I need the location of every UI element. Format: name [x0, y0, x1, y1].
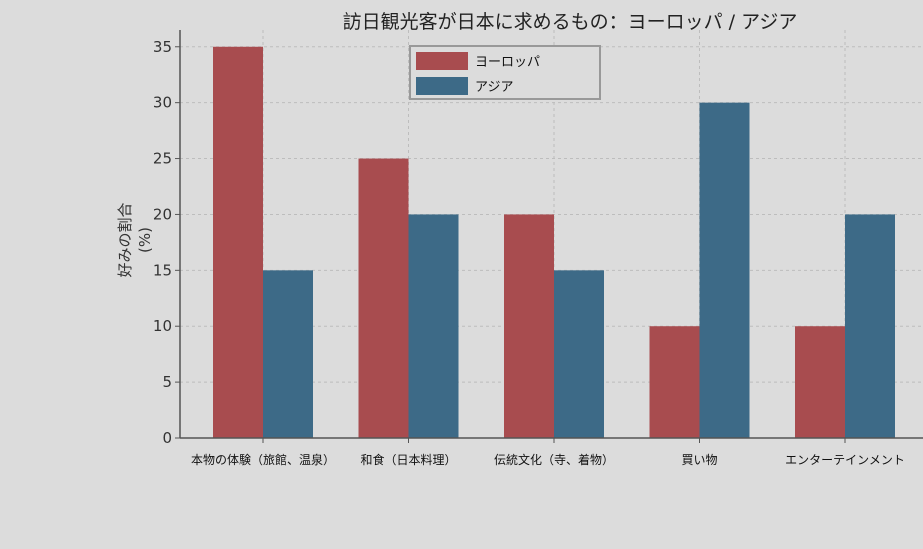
- y-tick-labels: 0 5 10 15 20 25 30 35: [153, 38, 172, 447]
- y-tick-label: 5: [162, 373, 172, 391]
- axes: [175, 30, 923, 443]
- y-axis-label: 好みの割合 (%): [116, 202, 154, 277]
- x-tick-labels: 本物の体験（旅館、温泉） 和食（日本料理） 伝統文化（寺、着物） 買い物 エンターテイン…: [191, 452, 905, 467]
- x-tick-label: 買い物: [681, 453, 717, 467]
- y-tick-label: 35: [153, 38, 172, 56]
- bar-europe-0: [213, 46, 263, 439]
- x-tick-label: 伝統文化（寺、着物）: [494, 452, 614, 467]
- legend-label-asia: アジア: [475, 80, 513, 95]
- x-tick-label: 本物の体験（旅館、温泉）: [191, 452, 335, 467]
- legend-swatch-europe: [416, 52, 468, 70]
- chart-title: 訪日観光客が日本に求めるもの：ヨーロッパ / アジア: [343, 11, 798, 33]
- bar-europe-1: [358, 158, 409, 438]
- bar-asia-1: [408, 214, 459, 438]
- bars: [213, 46, 895, 439]
- bar-europe-3: [649, 326, 700, 438]
- legend-label-europe: ヨーロッパ: [475, 55, 540, 70]
- legend: ヨーロッパ アジア: [409, 45, 601, 100]
- bar-asia-2: [554, 270, 604, 438]
- y-tick-label: 15: [153, 261, 172, 279]
- y-tick-label: 0: [162, 429, 172, 447]
- legend-swatch-asia: [416, 77, 468, 95]
- y-tick-label: 30: [153, 94, 172, 112]
- bar-asia-3: [699, 102, 750, 438]
- bar-asia-4: [845, 214, 895, 438]
- x-tick-label: エンターテインメント: [785, 453, 905, 467]
- bar-europe-4: [795, 326, 845, 438]
- x-tick-label: 和食（日本料理）: [360, 452, 456, 467]
- y-tick-label: 25: [153, 150, 172, 168]
- y-axis-label-line2: (%): [136, 227, 154, 253]
- bar-asia-0: [263, 270, 313, 438]
- y-tick-label: 20: [153, 205, 172, 223]
- y-axis-label-line1: 好みの割合: [116, 202, 134, 277]
- y-tick-label: 10: [153, 317, 172, 335]
- bar-europe-2: [504, 214, 554, 438]
